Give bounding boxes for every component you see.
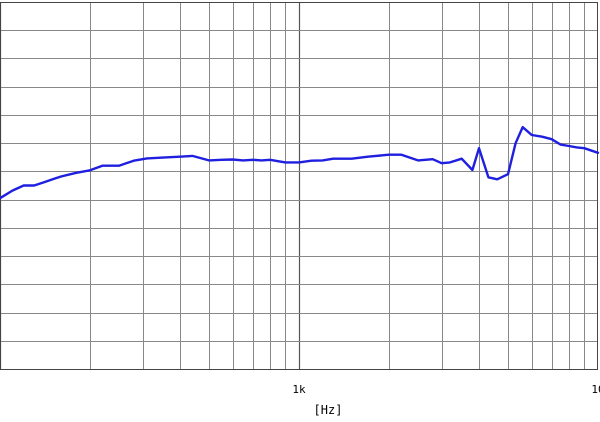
plot-border	[0, 2, 598, 370]
series-line	[0, 125, 600, 200]
x-tick-label: 10	[591, 383, 600, 396]
x-axis-label: [Hz]	[314, 403, 343, 417]
series-layer	[0, 125, 600, 200]
plot-area	[0, 2, 598, 370]
x-tick-label: 1k	[292, 383, 306, 396]
vertical-grid	[0, 2, 585, 369]
x-tick-labels: 1k 10	[292, 383, 600, 396]
